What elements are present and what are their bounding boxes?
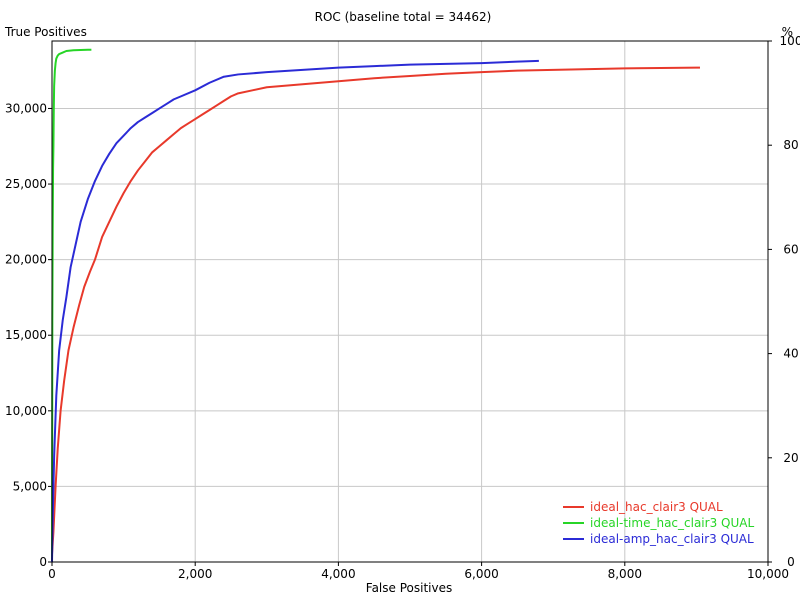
series-line-2	[51, 48, 92, 563]
y2-tick-label: 40	[783, 347, 798, 361]
y2-tick-label: 60	[783, 242, 798, 256]
series-line-1	[51, 66, 700, 555]
legend-label: ideal-amp_hac_clair3 QUAL	[590, 532, 754, 546]
y-axis-label: True Positives	[4, 25, 87, 39]
y-tick-label: 15,000	[5, 328, 47, 342]
y2-tick-label: 0	[787, 555, 795, 569]
grid	[52, 41, 768, 562]
legend: ideal_hac_clair3 QUAL ideal-time_hac_clai…	[563, 500, 754, 546]
y2-tick-label: 20	[783, 451, 798, 465]
series-lines	[51, 48, 700, 563]
x-tick-label: 2,000	[178, 567, 212, 581]
x-tick-label: 0	[48, 567, 56, 581]
series-line-3	[51, 59, 539, 563]
y2-tick-label: 100	[780, 34, 800, 48]
legend-label: ideal_hac_clair3 QUAL	[590, 500, 723, 514]
x-tick-label: 8,000	[608, 567, 642, 581]
y-tick-label: 20,000	[5, 253, 47, 267]
y2-tick-label: 80	[783, 138, 798, 152]
x-tick-label: 10,000	[747, 567, 789, 581]
x-tick-label: 6,000	[464, 567, 498, 581]
y-tick-label: 10,000	[5, 404, 47, 418]
chart-title: ROC (baseline total = 34462)	[315, 10, 492, 24]
y-tick-label: 0	[39, 555, 47, 569]
x-tick-label: 4,000	[321, 567, 355, 581]
y-tick-label: 25,000	[5, 177, 47, 191]
plot-frame	[51, 40, 769, 563]
y2-axis-label: %	[782, 25, 793, 39]
axis-ticks: 0 2,000 4,000 6,000 8,000 10,00005,00010,0001…	[5, 34, 800, 581]
legend-label: ideal-time_hac_clair3 QUAL	[590, 516, 754, 530]
y-tick-label: 5,000	[13, 479, 47, 493]
y-tick-label: 30,000	[5, 101, 47, 115]
x-axis-label: False Positives	[366, 581, 452, 595]
